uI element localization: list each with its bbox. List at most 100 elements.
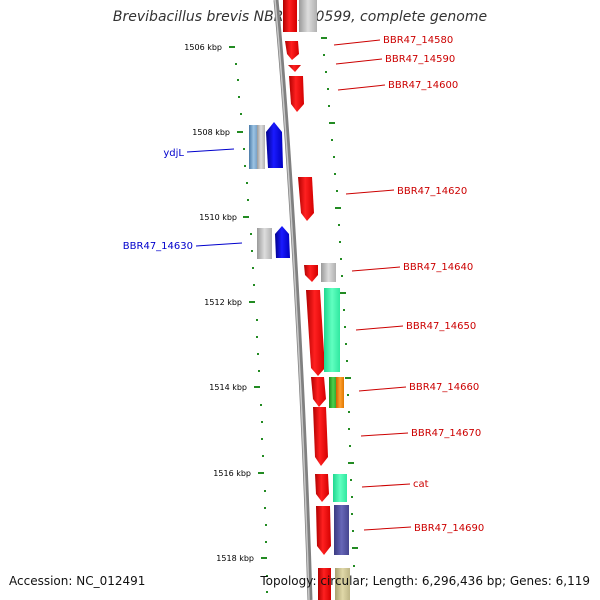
guide-dot bbox=[331, 139, 333, 141]
gene-arrow bbox=[285, 41, 299, 60]
ruler-dot bbox=[238, 96, 240, 98]
gene-label-BBR47_14620: BBR47_14620 bbox=[397, 186, 467, 197]
gene-feature bbox=[283, 0, 297, 32]
ruler-dot bbox=[258, 370, 260, 372]
ruler-dot bbox=[249, 301, 255, 303]
ruler-tick-label: 1508 kbp bbox=[192, 128, 230, 137]
ruler-dot bbox=[246, 182, 248, 184]
guide-dot bbox=[340, 292, 346, 294]
plus-gene-labels[interactable]: ydjL BBR47_14630 bbox=[123, 148, 243, 252]
gene-arrow bbox=[316, 506, 331, 555]
genome-backbone bbox=[273, 0, 313, 600]
ruler-dot bbox=[265, 524, 267, 526]
gene-label-BBR47_14580: BBR47_14580 bbox=[383, 35, 453, 46]
guide-dot bbox=[339, 241, 341, 243]
guide-dot bbox=[351, 513, 353, 515]
guide-dot bbox=[345, 343, 347, 345]
guide-dot bbox=[327, 88, 329, 90]
ruler-dot bbox=[265, 541, 267, 543]
gene-feature bbox=[318, 568, 331, 600]
guide-dot bbox=[350, 479, 352, 481]
gene-feature bbox=[336, 377, 344, 408]
guide-dot bbox=[352, 530, 354, 532]
ruler-dot bbox=[261, 557, 267, 559]
ruler-tick-label: 1506 kbp bbox=[184, 43, 222, 52]
genome-summary-text: Topology: circular; Length: 6,296,436 bp… bbox=[260, 574, 590, 588]
plus-strand-genes[interactable] bbox=[249, 122, 290, 259]
gene-feature bbox=[321, 263, 336, 282]
guide-dot bbox=[349, 445, 351, 447]
gene-arrow bbox=[311, 377, 326, 407]
ruler-dot bbox=[256, 319, 258, 321]
guide-dot bbox=[321, 37, 327, 39]
ruler-dot bbox=[266, 591, 268, 593]
ruler-tick-label: 1518 kbp bbox=[216, 554, 254, 563]
ruler-dot bbox=[240, 113, 242, 115]
gene-feature bbox=[257, 228, 272, 259]
gene-label-cat: cat bbox=[413, 479, 429, 490]
label-leader bbox=[335, 58, 383, 65]
guide-dot bbox=[347, 394, 349, 396]
guide-dot bbox=[335, 207, 341, 209]
guide-dot bbox=[323, 54, 325, 56]
ruler-tick-label: 1514 kbp bbox=[209, 383, 247, 392]
label-leader bbox=[186, 148, 235, 153]
gene-label-BBR47_14590: BBR47_14590 bbox=[385, 54, 455, 65]
gene-arrow bbox=[315, 474, 329, 502]
ruler-dot bbox=[264, 507, 266, 509]
ruler-dot bbox=[258, 472, 264, 474]
label-leader bbox=[355, 325, 404, 331]
gene-arrow bbox=[298, 177, 314, 221]
gene-feature bbox=[335, 568, 350, 600]
ruler-dot bbox=[256, 336, 258, 338]
minus-gene-labels[interactable]: BBR47_14580 BBR47_14590 BBR47_14600 BBR4… bbox=[333, 35, 484, 534]
gene-feature bbox=[333, 474, 347, 502]
ruler-tick-label: 1512 kbp bbox=[204, 298, 242, 307]
accession-text: Accession: NC_012491 bbox=[9, 574, 146, 588]
gene-feature bbox=[334, 505, 349, 555]
guide-dot bbox=[325, 71, 327, 73]
guide-dot bbox=[338, 224, 340, 226]
gene-feature bbox=[324, 288, 340, 372]
gene-label-ydjL: ydjL bbox=[163, 148, 184, 159]
ruler-dot bbox=[250, 233, 252, 235]
guide-dot bbox=[348, 462, 354, 464]
ruler-dot bbox=[257, 353, 259, 355]
guide-dot bbox=[352, 547, 358, 549]
guide-dot bbox=[343, 309, 345, 311]
ruler-dot bbox=[251, 250, 253, 252]
gene-feature bbox=[299, 0, 317, 32]
gene-arrow bbox=[288, 65, 301, 72]
ruler-dot bbox=[252, 267, 254, 269]
ruler-dot bbox=[244, 165, 246, 167]
ruler-dot bbox=[262, 455, 264, 457]
ruler-dot bbox=[247, 199, 249, 201]
ruler-tick-label: 1510 kbp bbox=[199, 213, 237, 222]
minus-strand-genes[interactable] bbox=[283, 0, 350, 600]
gene-label-BBR47_14690: BBR47_14690 bbox=[414, 523, 484, 534]
label-leader bbox=[358, 386, 407, 392]
ruler-dot bbox=[264, 490, 266, 492]
label-leader bbox=[351, 266, 401, 272]
gene-arrow bbox=[306, 290, 325, 376]
right-track-guide bbox=[321, 37, 358, 567]
guide-dot bbox=[345, 377, 351, 379]
gene-arrow bbox=[313, 407, 328, 466]
label-leader bbox=[333, 39, 381, 46]
gene-label-BBR47_14650: BBR47_14650 bbox=[406, 321, 476, 332]
gene-label-BBR47_14670: BBR47_14670 bbox=[411, 428, 481, 439]
guide-dot bbox=[348, 428, 350, 430]
gene-arrow bbox=[304, 265, 318, 282]
ruler-dot bbox=[266, 575, 268, 577]
label-leader bbox=[195, 242, 243, 247]
guide-dot bbox=[336, 190, 338, 192]
guide-dot bbox=[334, 173, 336, 175]
ruler-dot bbox=[261, 421, 263, 423]
label-leader bbox=[361, 483, 411, 488]
gene-arrow bbox=[289, 76, 304, 112]
ruler-tick-label: 1516 kbp bbox=[213, 469, 251, 478]
guide-dot bbox=[329, 122, 335, 124]
guide-dot bbox=[340, 258, 342, 260]
ruler-dot bbox=[235, 63, 237, 65]
